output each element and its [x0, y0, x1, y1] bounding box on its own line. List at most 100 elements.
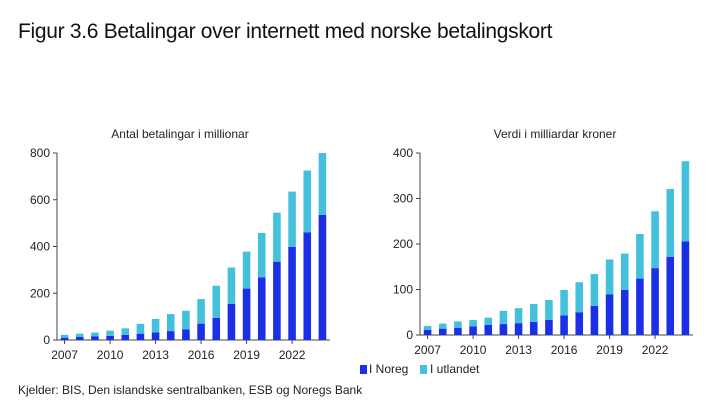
- x-tick-label: 2022: [279, 348, 306, 362]
- chart-value-x-axis: 2007 2010 2013 2016 2019 2022: [414, 335, 669, 357]
- bar-count-domestic-2020: [257, 277, 266, 340]
- bar-value-domestic-2014: [529, 321, 538, 335]
- bar-count-domestic-2024: [318, 214, 327, 340]
- y-tick-label: 100: [393, 283, 413, 297]
- bar-value-abroad-2009: [454, 321, 462, 328]
- legend-swatch-domestic: [360, 365, 367, 374]
- bar-count-abroad-2014: [166, 314, 175, 332]
- bar-count-abroad-2024: [318, 153, 327, 215]
- chart-count-title: Antal betalingar i millionar: [111, 127, 248, 141]
- bar-value-domestic-2016: [560, 315, 568, 335]
- bar-value-domestic-2021: [636, 278, 644, 335]
- bar-value-domestic-2013: [514, 323, 523, 335]
- legend: I Noreg I utlandet: [360, 362, 480, 376]
- bar-count-domestic-2012: [136, 333, 145, 340]
- x-tick-label: 2010: [460, 343, 487, 357]
- bar-count-domestic-2009: [91, 336, 99, 340]
- bar-value-domestic-2022: [651, 268, 659, 335]
- bar-count-abroad-2021: [273, 212, 281, 262]
- y-tick-label: 400: [30, 240, 50, 254]
- legend-label-abroad: I utlandet: [430, 362, 480, 376]
- bar-count-domestic-2013: [151, 332, 160, 340]
- x-tick-label: 2007: [414, 343, 441, 357]
- bar-count-abroad-2012: [136, 323, 145, 334]
- bar-value-abroad-2015: [545, 299, 553, 320]
- x-tick-label: 2013: [505, 343, 532, 357]
- bar-value-abroad-2010: [469, 319, 477, 327]
- bar-value-domestic-2008: [438, 328, 447, 335]
- legend-item-domestic: I Noreg: [360, 362, 408, 376]
- chart-count-panel: Antal betalingar i millionar 0 200 400 600 8…: [30, 127, 330, 362]
- y-tick-label: 200: [393, 237, 413, 251]
- y-tick-label: 600: [30, 193, 50, 207]
- bar-value-abroad-2021: [636, 233, 644, 279]
- bar-count-domestic-2018: [227, 303, 236, 340]
- bar-count-domestic-2019: [242, 288, 251, 340]
- chart-value-bars: [423, 161, 690, 335]
- chart-count-bars: [60, 153, 327, 340]
- y-tick-label: 0: [43, 333, 50, 347]
- y-tick-label: 400: [393, 146, 413, 160]
- bar-value-domestic-2010: [469, 326, 477, 335]
- bar-count-domestic-2023: [303, 232, 312, 340]
- bar-count-domestic-2022: [288, 246, 296, 340]
- y-tick-label: 300: [393, 192, 413, 206]
- bar-count-abroad-2008: [75, 333, 84, 337]
- source-note: Kjelder: BIS, Den islandske sentralbanke…: [18, 383, 363, 397]
- bar-count-domestic-2011: [121, 334, 130, 340]
- bar-value-abroad-2017: [575, 282, 584, 313]
- bar-count-domestic-2008: [75, 336, 84, 340]
- chart-count-y-axis: 0 200 400 600 800: [30, 146, 330, 347]
- bar-count-domestic-2007: [60, 337, 69, 340]
- bar-value-abroad-2022: [651, 211, 659, 269]
- bar-value-abroad-2018: [590, 274, 599, 306]
- x-tick-label: 2013: [142, 348, 169, 362]
- bar-value-abroad-2016: [560, 289, 568, 316]
- bar-value-domestic-2019: [605, 294, 614, 335]
- bar-count-domestic-2017: [212, 317, 221, 340]
- bar-count-abroad-2009: [91, 332, 99, 337]
- bar-value-domestic-2017: [575, 312, 584, 335]
- chart-value-title: Verdi i milliardar kroner: [494, 127, 617, 141]
- y-tick-label: 800: [30, 146, 50, 160]
- bar-value-abroad-2024: [681, 161, 690, 242]
- chart-value-y-axis: 0 100 200 300 400: [393, 146, 693, 342]
- x-tick-label: 2007: [51, 348, 78, 362]
- bar-count-abroad-2010: [106, 330, 114, 336]
- bar-count-abroad-2007: [60, 334, 69, 338]
- figure-title: Figur 3.6 Betalingar over internett med …: [18, 20, 553, 43]
- bar-count-abroad-2023: [303, 170, 312, 233]
- bar-value-abroad-2008: [438, 323, 447, 329]
- x-tick-label: 2016: [188, 348, 215, 362]
- bar-count-abroad-2017: [212, 285, 221, 318]
- legend-swatch-abroad: [420, 365, 427, 374]
- bar-value-domestic-2007: [423, 330, 432, 335]
- chart-count-x-axis: 2007 2010 2013 2016 2019 2022: [51, 340, 306, 362]
- bar-count-abroad-2022: [288, 191, 296, 247]
- legend-item-abroad: I utlandet: [420, 362, 480, 376]
- y-tick-label: 200: [30, 286, 50, 300]
- bar-count-domestic-2021: [273, 261, 281, 340]
- bar-count-domestic-2010: [106, 335, 114, 340]
- bar-value-abroad-2020: [620, 253, 629, 290]
- x-tick-label: 2019: [233, 348, 260, 362]
- bar-value-domestic-2020: [620, 289, 629, 335]
- x-tick-label: 2016: [551, 343, 578, 357]
- y-tick-label: 0: [406, 328, 413, 342]
- bar-value-abroad-2014: [529, 304, 538, 322]
- bar-value-abroad-2013: [514, 308, 523, 324]
- bar-count-domestic-2016: [197, 323, 205, 340]
- bar-count-abroad-2016: [197, 299, 205, 324]
- bar-value-abroad-2011: [484, 317, 493, 325]
- bar-count-domestic-2015: [182, 329, 190, 340]
- bar-count-abroad-2018: [227, 267, 236, 304]
- bar-value-domestic-2024: [681, 241, 690, 335]
- chart-value-panel: Verdi i milliardar kroner 0100200300400 …: [393, 127, 693, 357]
- bar-count-abroad-2011: [121, 328, 130, 335]
- bar-value-domestic-2012: [499, 324, 508, 335]
- legend-label-domestic: I Noreg: [369, 362, 408, 376]
- bar-count-abroad-2015: [182, 310, 190, 330]
- bar-value-abroad-2007: [423, 325, 432, 330]
